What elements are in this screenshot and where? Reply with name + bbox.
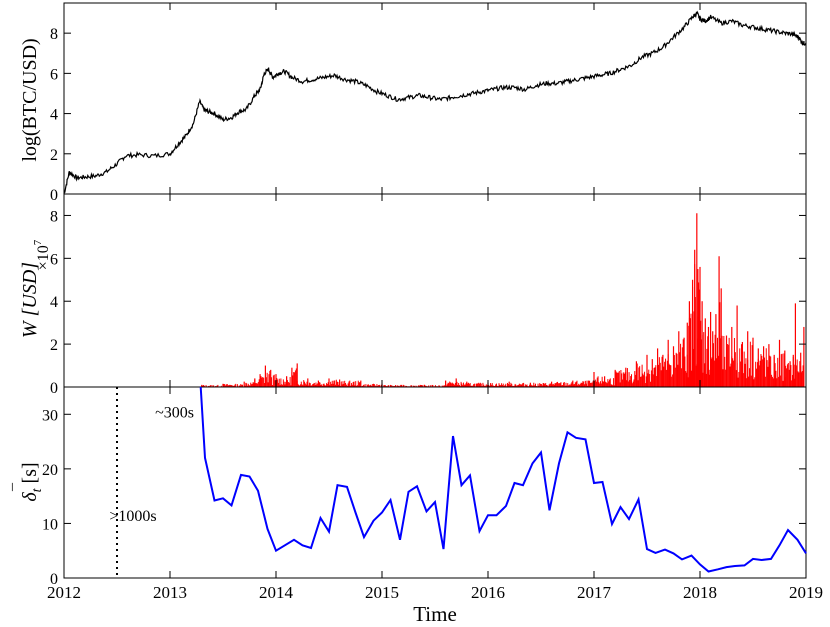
delta-ylabel-main: δ <box>19 492 41 502</box>
price-ylabel: log(BTC/USD) <box>19 38 41 161</box>
x-axis-ticks: 2012 2013 2014 2015 2016 2017 2018 2019 <box>47 3 823 602</box>
y-tick-label: 20 <box>42 462 58 479</box>
x-tick-label: 2012 <box>47 583 81 602</box>
y-tick-label: 4 <box>50 294 58 311</box>
x-tick-label: 2013 <box>153 583 187 602</box>
y-tick-label: 2 <box>50 337 58 354</box>
y-tick-label: 6 <box>50 251 58 268</box>
delta-ylabel-bar: ¯ <box>11 482 28 492</box>
y-tick-label: 30 <box>42 407 58 424</box>
delta-ylabel-unit: [s] <box>19 462 41 488</box>
volume-multiplier-exponent: 7 <box>32 239 44 245</box>
x-tick-label: 2017 <box>577 583 612 602</box>
delta-ylabel-sub: t <box>30 487 45 492</box>
annotation-1000s: >1000s <box>109 508 156 525</box>
panel-volume: 0 2 4 6 8 W [USD] ×107 <box>19 193 807 397</box>
price-y-ticks: 0 2 4 6 8 <box>50 26 806 204</box>
x-tick-label: 2016 <box>471 583 505 602</box>
x-tick-label: 2018 <box>683 583 717 602</box>
y-tick-label: 0 <box>50 187 58 204</box>
annotation-300s: ~300s <box>155 405 194 422</box>
delta-y-ticks: 0 10 20 30 <box>42 407 806 588</box>
panel-price: 0 2 4 6 8 log(BTC/USD) <box>19 2 807 204</box>
volume-ylabel: W [USD] <box>19 262 41 338</box>
y-tick-label: 8 <box>50 208 58 225</box>
y-tick-label: 2 <box>50 147 58 164</box>
x-tick-label: 2019 <box>789 583 823 602</box>
x-tick-label: 2015 <box>365 583 399 602</box>
volume-bars <box>201 213 805 387</box>
y-tick-label: 10 <box>42 516 58 533</box>
y-tick-label: 8 <box>50 26 58 43</box>
volume-multiplier-base: ×10 <box>35 245 52 270</box>
panel-delta: 0 10 20 30 ~300s >1000s δt [s] ¯ <box>11 386 807 588</box>
y-tick-label: 0 <box>50 380 58 397</box>
delta-line <box>199 386 807 573</box>
y-tick-label: 6 <box>50 66 58 83</box>
price-line <box>63 10 807 195</box>
volume-ylabel-text: W [USD] <box>19 262 41 338</box>
delta-ylabel: δt [s] <box>19 462 45 501</box>
volume-multiplier: ×107 <box>32 239 52 270</box>
y-tick-label: 0 <box>50 571 58 588</box>
panel-delta-frame <box>63 386 807 579</box>
y-tick-label: 4 <box>50 107 58 124</box>
x-tick-label: 2014 <box>259 583 294 602</box>
x-axis-label: Time <box>413 602 457 626</box>
